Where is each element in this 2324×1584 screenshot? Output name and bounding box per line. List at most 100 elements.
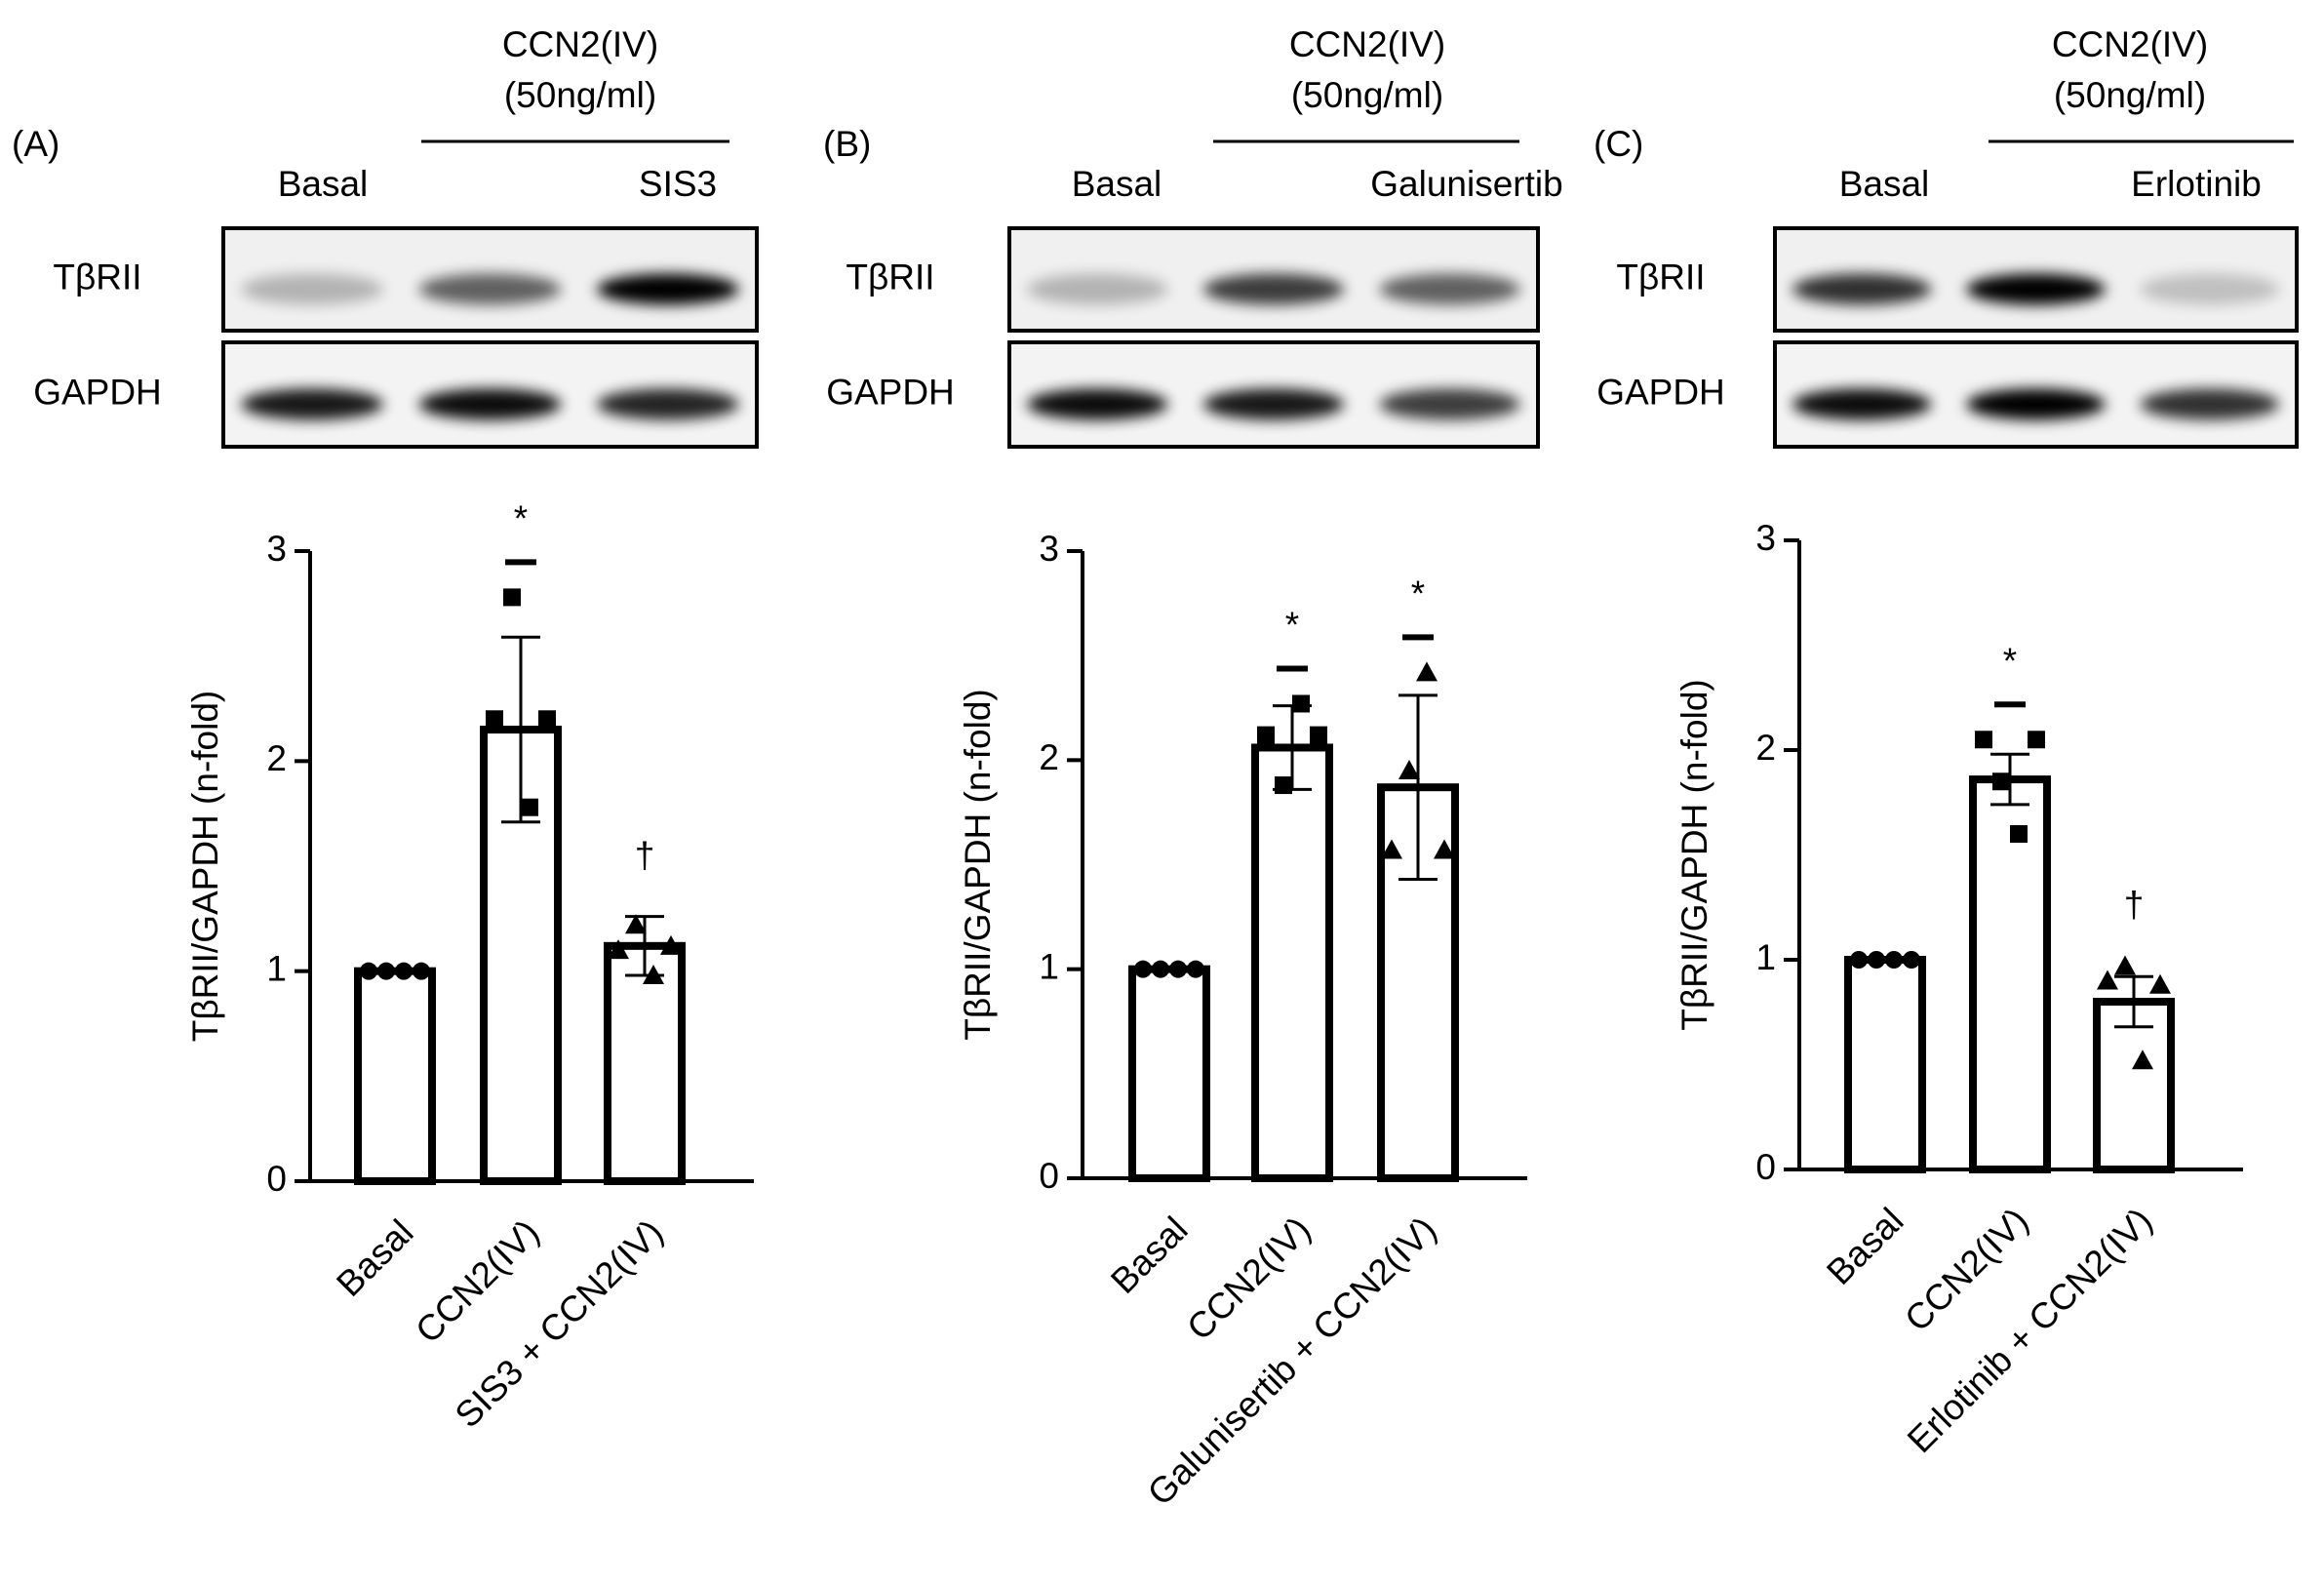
data-point: [1868, 951, 1885, 969]
y-tick-label: 1: [1755, 937, 1776, 977]
treatment-label: CCN2(IV): [502, 24, 658, 64]
data-point: [360, 962, 377, 980]
y-tick-label: 3: [266, 529, 287, 569]
data-point: [377, 962, 395, 980]
treatment-label: CCN2(IV): [2052, 24, 2208, 64]
y-tick-label: 2: [1039, 737, 1059, 777]
blot-row-label: GAPDH: [1596, 372, 1725, 412]
data-point: [1850, 951, 1868, 969]
blot-band: [596, 388, 739, 420]
treatment-label: (50ng/ml): [1291, 75, 1443, 115]
y-tick-label: 1: [1039, 946, 1059, 986]
data-point: [1152, 960, 1169, 978]
x-tick-label: SIS3 + CCN2(IV): [448, 1212, 671, 1436]
data-point: [1257, 726, 1275, 744]
data-point: [538, 710, 556, 729]
y-tick-label: 2: [266, 738, 287, 778]
y-tick-label: 2: [1755, 728, 1776, 768]
panel-label: (B): [823, 124, 871, 164]
blot-band: [241, 388, 384, 420]
data-point: [660, 934, 682, 955]
blot-frame: [1773, 340, 2299, 449]
lane-label: SIS3: [639, 164, 717, 204]
bar: [1844, 956, 1926, 1173]
bar: [1128, 965, 1210, 1183]
blot-band: [2140, 388, 2280, 420]
panel-label: (A): [12, 124, 59, 164]
data-point: [1310, 726, 1327, 744]
lane-label: Basal: [1072, 164, 1162, 204]
data-point: [1885, 951, 1903, 969]
data-point: [1434, 839, 1455, 859]
blot-band: [418, 273, 562, 305]
blot-frame: [1773, 226, 2299, 333]
blot-row-label: TβRII: [53, 257, 141, 297]
blot-band: [1966, 273, 2106, 305]
blot-row-label: TβRII: [846, 257, 934, 297]
data-point: [2010, 825, 2028, 843]
data-point: [608, 939, 629, 960]
data-point: [503, 588, 521, 607]
x-tick-label: Basal: [329, 1212, 420, 1304]
blot-band: [241, 273, 384, 305]
data-point: [1134, 960, 1152, 978]
data-point: [643, 964, 664, 984]
significance-mark: †: [635, 835, 655, 875]
data-point: [1275, 776, 1292, 795]
x-tick-label: Basal: [1103, 1209, 1195, 1301]
bar: [1969, 775, 2051, 1173]
blot-row-label: TβRII: [1616, 257, 1705, 297]
data-point: [1416, 661, 1438, 682]
y-tick-label: 0: [266, 1159, 287, 1199]
data-point: [1992, 772, 2010, 791]
data-point: [1381, 839, 1402, 859]
blot-band: [1027, 273, 1168, 305]
y-tick-label: 0: [1755, 1147, 1776, 1187]
data-point: [2114, 955, 2136, 975]
data-point: [2028, 731, 2045, 749]
data-point: [1398, 760, 1420, 780]
x-tick-label: Basal: [1819, 1201, 1910, 1292]
treatment-label: CCN2(IV): [1289, 24, 1445, 64]
significance-mark: *: [514, 498, 528, 538]
significance-mark: *: [1285, 605, 1299, 645]
significance-mark: *: [1411, 574, 1425, 614]
data-point: [2132, 1049, 2153, 1070]
blot-row-label: GAPDH: [826, 372, 955, 412]
y-axis-label: TβRII/GAPDH (n-fold): [185, 691, 225, 1043]
panel-label: (C): [1594, 124, 1643, 164]
bar: [354, 967, 436, 1186]
blot-band: [2140, 273, 2280, 305]
data-point: [1975, 731, 1992, 749]
blot-frame: [1007, 340, 1540, 449]
blot-band: [1202, 388, 1345, 420]
lane-label: Basal: [1839, 164, 1930, 204]
data-point: [486, 710, 503, 729]
data-point: [2149, 973, 2171, 994]
blot-band: [1379, 273, 1520, 305]
data-point: [1187, 960, 1204, 978]
treatment-label: (50ng/ml): [504, 75, 656, 115]
lane-label: Erlotinib: [2131, 164, 2262, 204]
significance-mark: *: [2003, 641, 2017, 681]
y-tick-label: 0: [1039, 1156, 1059, 1196]
blot-band: [1379, 388, 1520, 420]
data-point: [1169, 960, 1187, 978]
blot-band: [1027, 388, 1168, 420]
bar: [1251, 743, 1333, 1182]
significance-mark: †: [2124, 885, 2145, 925]
blot-frame: [1007, 226, 1540, 333]
data-point: [1292, 694, 1310, 713]
data-point: [413, 962, 430, 980]
blot-band: [1792, 388, 1932, 420]
data-point: [625, 914, 647, 934]
lane-label: Galunisertib: [1370, 164, 1562, 204]
y-axis-label: TβRII/GAPDH (n-fold): [1674, 679, 1714, 1031]
blot-frame: [221, 226, 759, 333]
treatment-label: (50ng/ml): [2054, 75, 2206, 115]
blot-band: [418, 388, 562, 420]
y-tick-label: 1: [266, 948, 287, 988]
data-point: [395, 962, 413, 980]
blot-frame: [221, 340, 759, 449]
bar: [604, 941, 686, 1185]
